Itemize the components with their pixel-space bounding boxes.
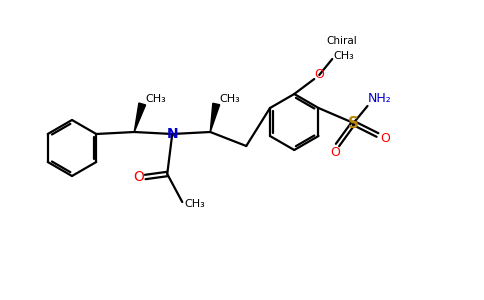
Text: S: S [348,116,359,130]
Text: CH₃: CH₃ [146,94,166,104]
Text: O: O [314,68,324,82]
Polygon shape [134,103,146,132]
Text: CH₃: CH₃ [334,51,355,61]
Text: N: N [166,127,178,141]
Polygon shape [210,103,220,132]
Text: O: O [133,170,144,184]
Text: O: O [331,146,340,160]
Text: NH₂: NH₂ [368,92,392,106]
Text: O: O [380,131,391,145]
Text: CH₃: CH₃ [185,199,206,209]
Text: Chiral: Chiral [327,36,358,46]
Text: CH₃: CH₃ [220,94,241,104]
